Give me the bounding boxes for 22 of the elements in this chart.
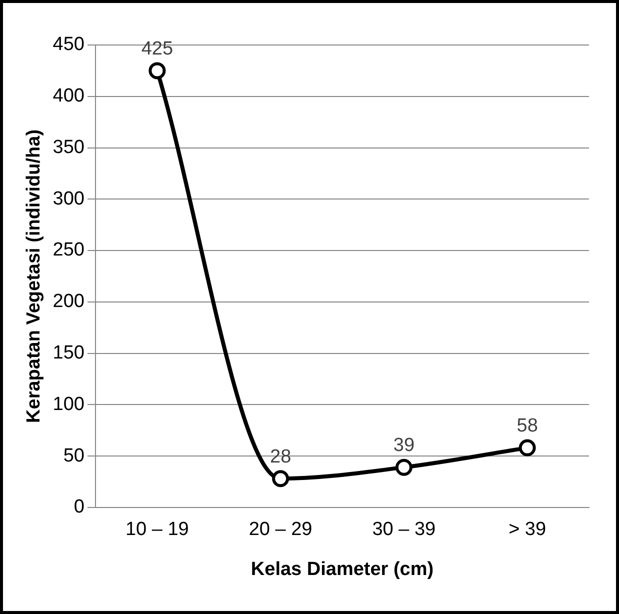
x-tick-label: 30 – 39 — [372, 519, 436, 540]
x-tick-label: 20 – 29 — [248, 519, 312, 540]
y-tick-label: 300 — [52, 188, 84, 210]
y-tick-label: 200 — [52, 291, 84, 312]
x-tick-label: 10 – 19 — [125, 519, 189, 540]
data-label: 39 — [393, 435, 415, 456]
y-tick-label: 50 — [63, 445, 84, 466]
y-tick-label: 0 — [74, 496, 84, 518]
point — [518, 439, 536, 456]
y-axis-title: Kerapatan Vegetasi (individu/ha) — [24, 129, 45, 423]
y-tick-label: 400 — [52, 86, 84, 107]
x-axis-title: Kelas Diameter (cm) — [250, 558, 434, 580]
x-tick-label: > 39 — [508, 519, 546, 540]
point — [395, 458, 412, 476]
y-tick-label: 100 — [52, 394, 84, 415]
y-tick-label: 250 — [52, 240, 84, 261]
y-tick-label: 350 — [52, 136, 84, 158]
y-tick-label: 450 — [52, 34, 84, 56]
point — [272, 470, 290, 488]
y-tick-label: 150 — [52, 342, 84, 364]
point — [148, 62, 166, 80]
data-label: 58 — [516, 416, 538, 437]
